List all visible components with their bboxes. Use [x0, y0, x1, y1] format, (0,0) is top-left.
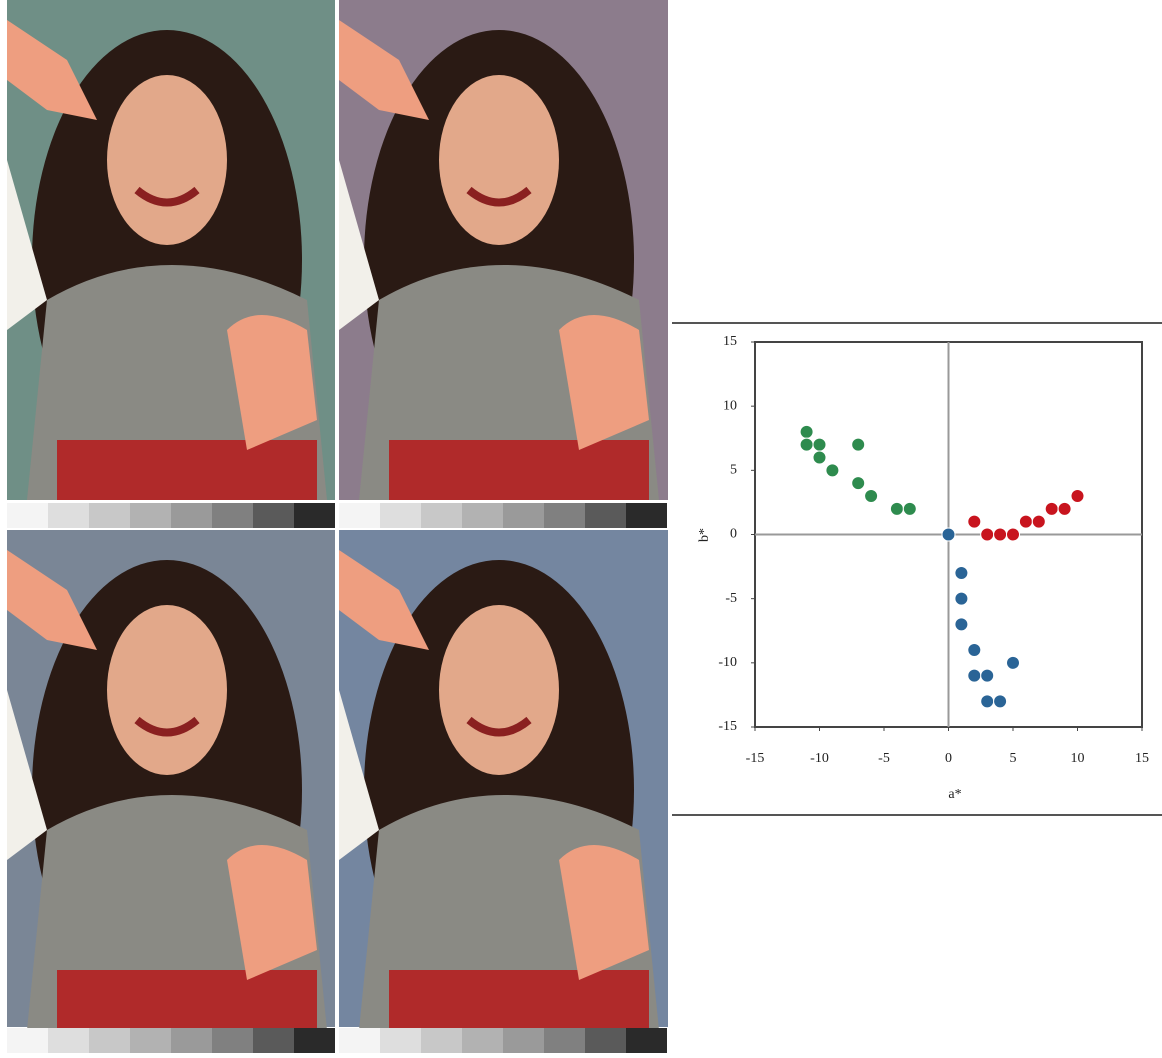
x-tick-label: -10 [810, 751, 829, 766]
point [813, 451, 826, 464]
point [813, 438, 826, 451]
point [955, 567, 968, 580]
point [890, 502, 903, 515]
point [981, 669, 994, 682]
point [800, 425, 813, 438]
point [968, 669, 981, 682]
figure: a* b* -15 -10 -5 0 5 10 15 -15 -10 -5 0 5 10 15 [0, 0, 1162, 1053]
y-tick-label: 0 [730, 527, 737, 542]
x-axis-label: a* [948, 787, 961, 802]
point [994, 528, 1007, 541]
point [1032, 515, 1045, 528]
point [1045, 502, 1058, 515]
point [1058, 502, 1071, 515]
y-tick-label: 10 [723, 398, 737, 413]
x-tick-label: 15 [1135, 751, 1149, 766]
x-tick-label: -5 [878, 751, 890, 766]
y-tick-label: -10 [718, 655, 737, 670]
point [852, 438, 865, 451]
point [852, 477, 865, 490]
point [800, 438, 813, 451]
point [942, 528, 955, 541]
point [981, 528, 994, 541]
point [1007, 656, 1020, 669]
page: a* b* -15-10-5051015-15-10-5051015 (() =… [0, 0, 1162, 1053]
y-tick-label: -15 [718, 719, 737, 734]
photo-green [7, 0, 335, 528]
x-tick-label: 10 [1071, 751, 1085, 766]
y-tick-label: 15 [723, 334, 737, 349]
point [1007, 528, 1020, 541]
photo-neutral [7, 530, 335, 1053]
x-tick-label: 5 [1010, 751, 1017, 766]
point [994, 695, 1007, 708]
point [865, 490, 878, 503]
point [955, 592, 968, 605]
y-tick-label: -5 [725, 591, 737, 606]
point [981, 695, 994, 708]
y-tick-label: 5 [730, 463, 737, 478]
point [903, 502, 916, 515]
point [955, 618, 968, 631]
x-tick-label: -15 [746, 751, 765, 766]
point [826, 464, 839, 477]
photo-blue [339, 530, 668, 1053]
point [968, 515, 981, 528]
photo-magenta [339, 0, 668, 528]
y-axis-label: b* [697, 528, 712, 542]
point [1019, 515, 1032, 528]
x-tick-label: 0 [945, 751, 952, 766]
point [1071, 490, 1084, 503]
point [968, 644, 981, 657]
